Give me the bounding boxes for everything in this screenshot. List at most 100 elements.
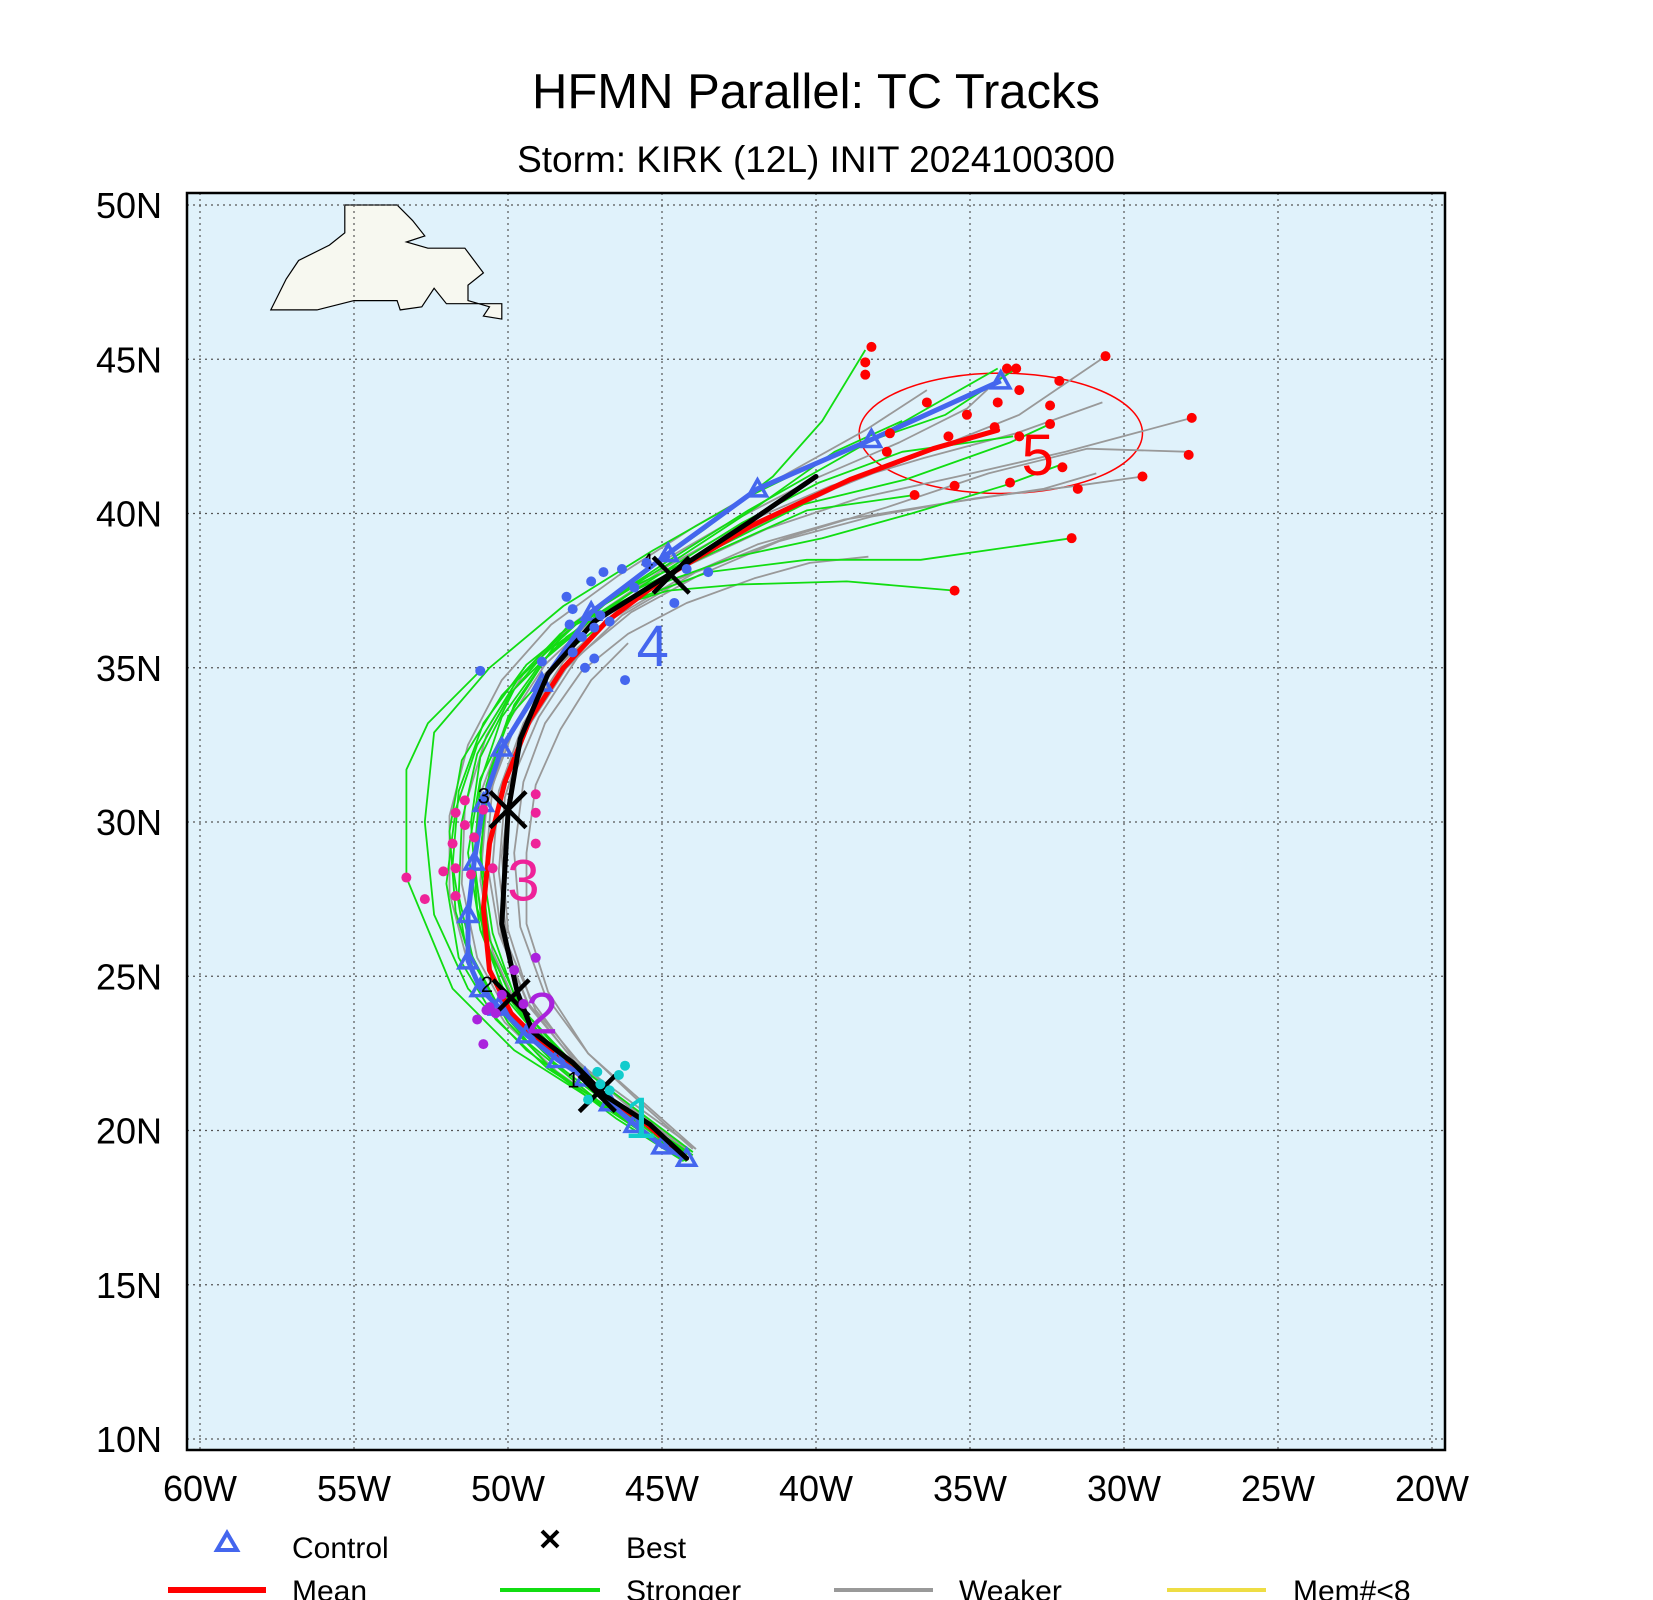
x-tick-label-8: 20W <box>1395 1468 1469 1509</box>
day4-member-point-15 <box>669 598 679 608</box>
y-tick-label-2: 40N <box>96 494 162 535</box>
x-tick-label-2: 50W <box>471 1468 545 1509</box>
day5-member-point-21 <box>1057 462 1067 472</box>
legend-item-stronger: Stronger <box>500 1575 741 1600</box>
day4-member-point-6 <box>586 576 596 586</box>
day4-member-point-16 <box>682 564 692 574</box>
day5-member-point-18 <box>990 422 1000 432</box>
day3-member-point-5 <box>460 820 470 830</box>
legend-item-mean: Mean <box>168 1575 367 1600</box>
day4-member-point-14 <box>642 558 652 568</box>
day3-member-point-10 <box>451 891 461 901</box>
legend-best-label: Best <box>626 1532 687 1565</box>
day4-member-point-18 <box>565 620 575 630</box>
day4-member-point-5 <box>562 592 572 602</box>
y-tick-label-5: 25N <box>96 956 162 997</box>
day3-member-point-12 <box>531 839 541 849</box>
day3-member-point-1 <box>401 873 411 883</box>
day5-member-point-24 <box>950 481 960 491</box>
legend-item-weaker: Weaker <box>834 1575 1062 1600</box>
day5-member-point-7 <box>1054 376 1064 386</box>
day5-member-point-12 <box>1045 401 1055 411</box>
day3-member-point-11 <box>488 863 498 873</box>
day4-member-point-9 <box>620 675 630 685</box>
day-label-1: 1 <box>624 1086 656 1151</box>
day5-member-point-27 <box>1067 533 1077 543</box>
day2-member-point-8 <box>491 1008 501 1018</box>
y-tick-label-4: 30N <box>96 802 162 843</box>
day4-member-point-22 <box>568 604 578 614</box>
day3-member-point-8 <box>451 863 461 873</box>
day3-member-point-16 <box>478 805 488 815</box>
day4-member-point-19 <box>589 653 599 663</box>
day3-member-point-14 <box>531 789 541 799</box>
legend-item-control: Control <box>217 1532 389 1565</box>
day-label-4: 4 <box>637 614 669 679</box>
x-tick-label-4: 40W <box>779 1468 853 1509</box>
day5-member-point-5 <box>1011 364 1021 374</box>
y-tick-label-0: 50N <box>96 185 162 226</box>
x-tick-label-0: 60W <box>163 1468 237 1509</box>
day5-member-point-14 <box>1187 413 1197 423</box>
legend-weaker-label: Weaker <box>959 1575 1062 1600</box>
chart-title: HFMN Parallel: TC Tracks <box>532 65 1100 119</box>
y-tick-label-7: 15N <box>96 1265 162 1306</box>
day-label-5: 5 <box>1022 423 1054 488</box>
day5-member-point-19 <box>882 447 892 457</box>
day5-member-point-11 <box>962 410 972 420</box>
day4-member-point-13 <box>598 567 608 577</box>
day4-member-point-3 <box>580 663 590 673</box>
y-tick-label-8: 10N <box>96 1419 162 1460</box>
day1-member-point-2 <box>620 1061 630 1071</box>
legend-control-label: Control <box>292 1532 389 1565</box>
best-track-day-label-1: 1 <box>567 1067 579 1092</box>
legend-best-cross-icon <box>542 1531 558 1547</box>
day3-member-point-4 <box>438 866 448 876</box>
day4-member-point-11 <box>577 632 587 642</box>
best-track-day-label-2: 2 <box>481 972 493 997</box>
day4-member-point-1 <box>475 666 485 676</box>
day5-member-point-9 <box>993 397 1003 407</box>
x-axis-ticks: 60W 55W 50W 45W 40W 35W 30W 25W 20W <box>163 1468 1469 1509</box>
day5-member-point-2 <box>860 357 870 367</box>
y-tick-label-3: 35N <box>96 648 162 689</box>
day4-member-point-21 <box>660 552 670 562</box>
day5-member-point-8 <box>1014 385 1024 395</box>
legend-mem-label: Mem#<8 <box>1293 1575 1411 1600</box>
legend-item-best: Best <box>542 1531 687 1565</box>
day4-member-point-10 <box>589 623 599 633</box>
day5-member-point-1 <box>866 342 876 352</box>
x-tick-label-5: 35W <box>933 1468 1007 1509</box>
day-label-2: 2 <box>526 981 558 1046</box>
day5-member-point-23 <box>1005 478 1015 488</box>
day4-member-point-2 <box>537 657 547 667</box>
day1-member-point-3 <box>592 1067 602 1077</box>
day-label-3: 3 <box>507 849 539 914</box>
day3-member-point-13 <box>531 808 541 818</box>
day5-member-point-20 <box>1184 450 1194 460</box>
legend-mean-label: Mean <box>292 1575 367 1600</box>
x-tick-label-7: 25W <box>1241 1468 1315 1509</box>
y-axis-ticks: 50N 45N 40N 35N 30N 25N 20N 15N 10N <box>96 185 162 1460</box>
day2-member-point-4 <box>497 990 507 1000</box>
day5-member-point-22 <box>1137 471 1147 481</box>
legend: Control Best Mean Stronger Weaker Mem#<8 <box>168 1531 1411 1600</box>
day1-member-point-6 <box>595 1079 605 1089</box>
x-tick-label-3: 45W <box>625 1468 699 1509</box>
day5-member-point-16 <box>943 431 953 441</box>
day5-member-point-4 <box>1002 364 1012 374</box>
day5-member-point-25 <box>1073 484 1083 494</box>
day5-member-point-15 <box>885 428 895 438</box>
legend-stronger-label: Stronger <box>626 1575 741 1600</box>
day3-member-point-2 <box>420 894 430 904</box>
day4-member-point-12 <box>617 564 627 574</box>
day1-member-point-1 <box>614 1070 624 1080</box>
day5-member-point-3 <box>860 370 870 380</box>
x-tick-label-6: 30W <box>1087 1468 1161 1509</box>
day4-member-point-8 <box>605 616 615 626</box>
day2-member-point-6 <box>531 953 541 963</box>
day3-member-point-6 <box>451 808 461 818</box>
day1-member-point-4 <box>605 1085 615 1095</box>
legend-control-triangle-icon <box>217 1533 237 1550</box>
